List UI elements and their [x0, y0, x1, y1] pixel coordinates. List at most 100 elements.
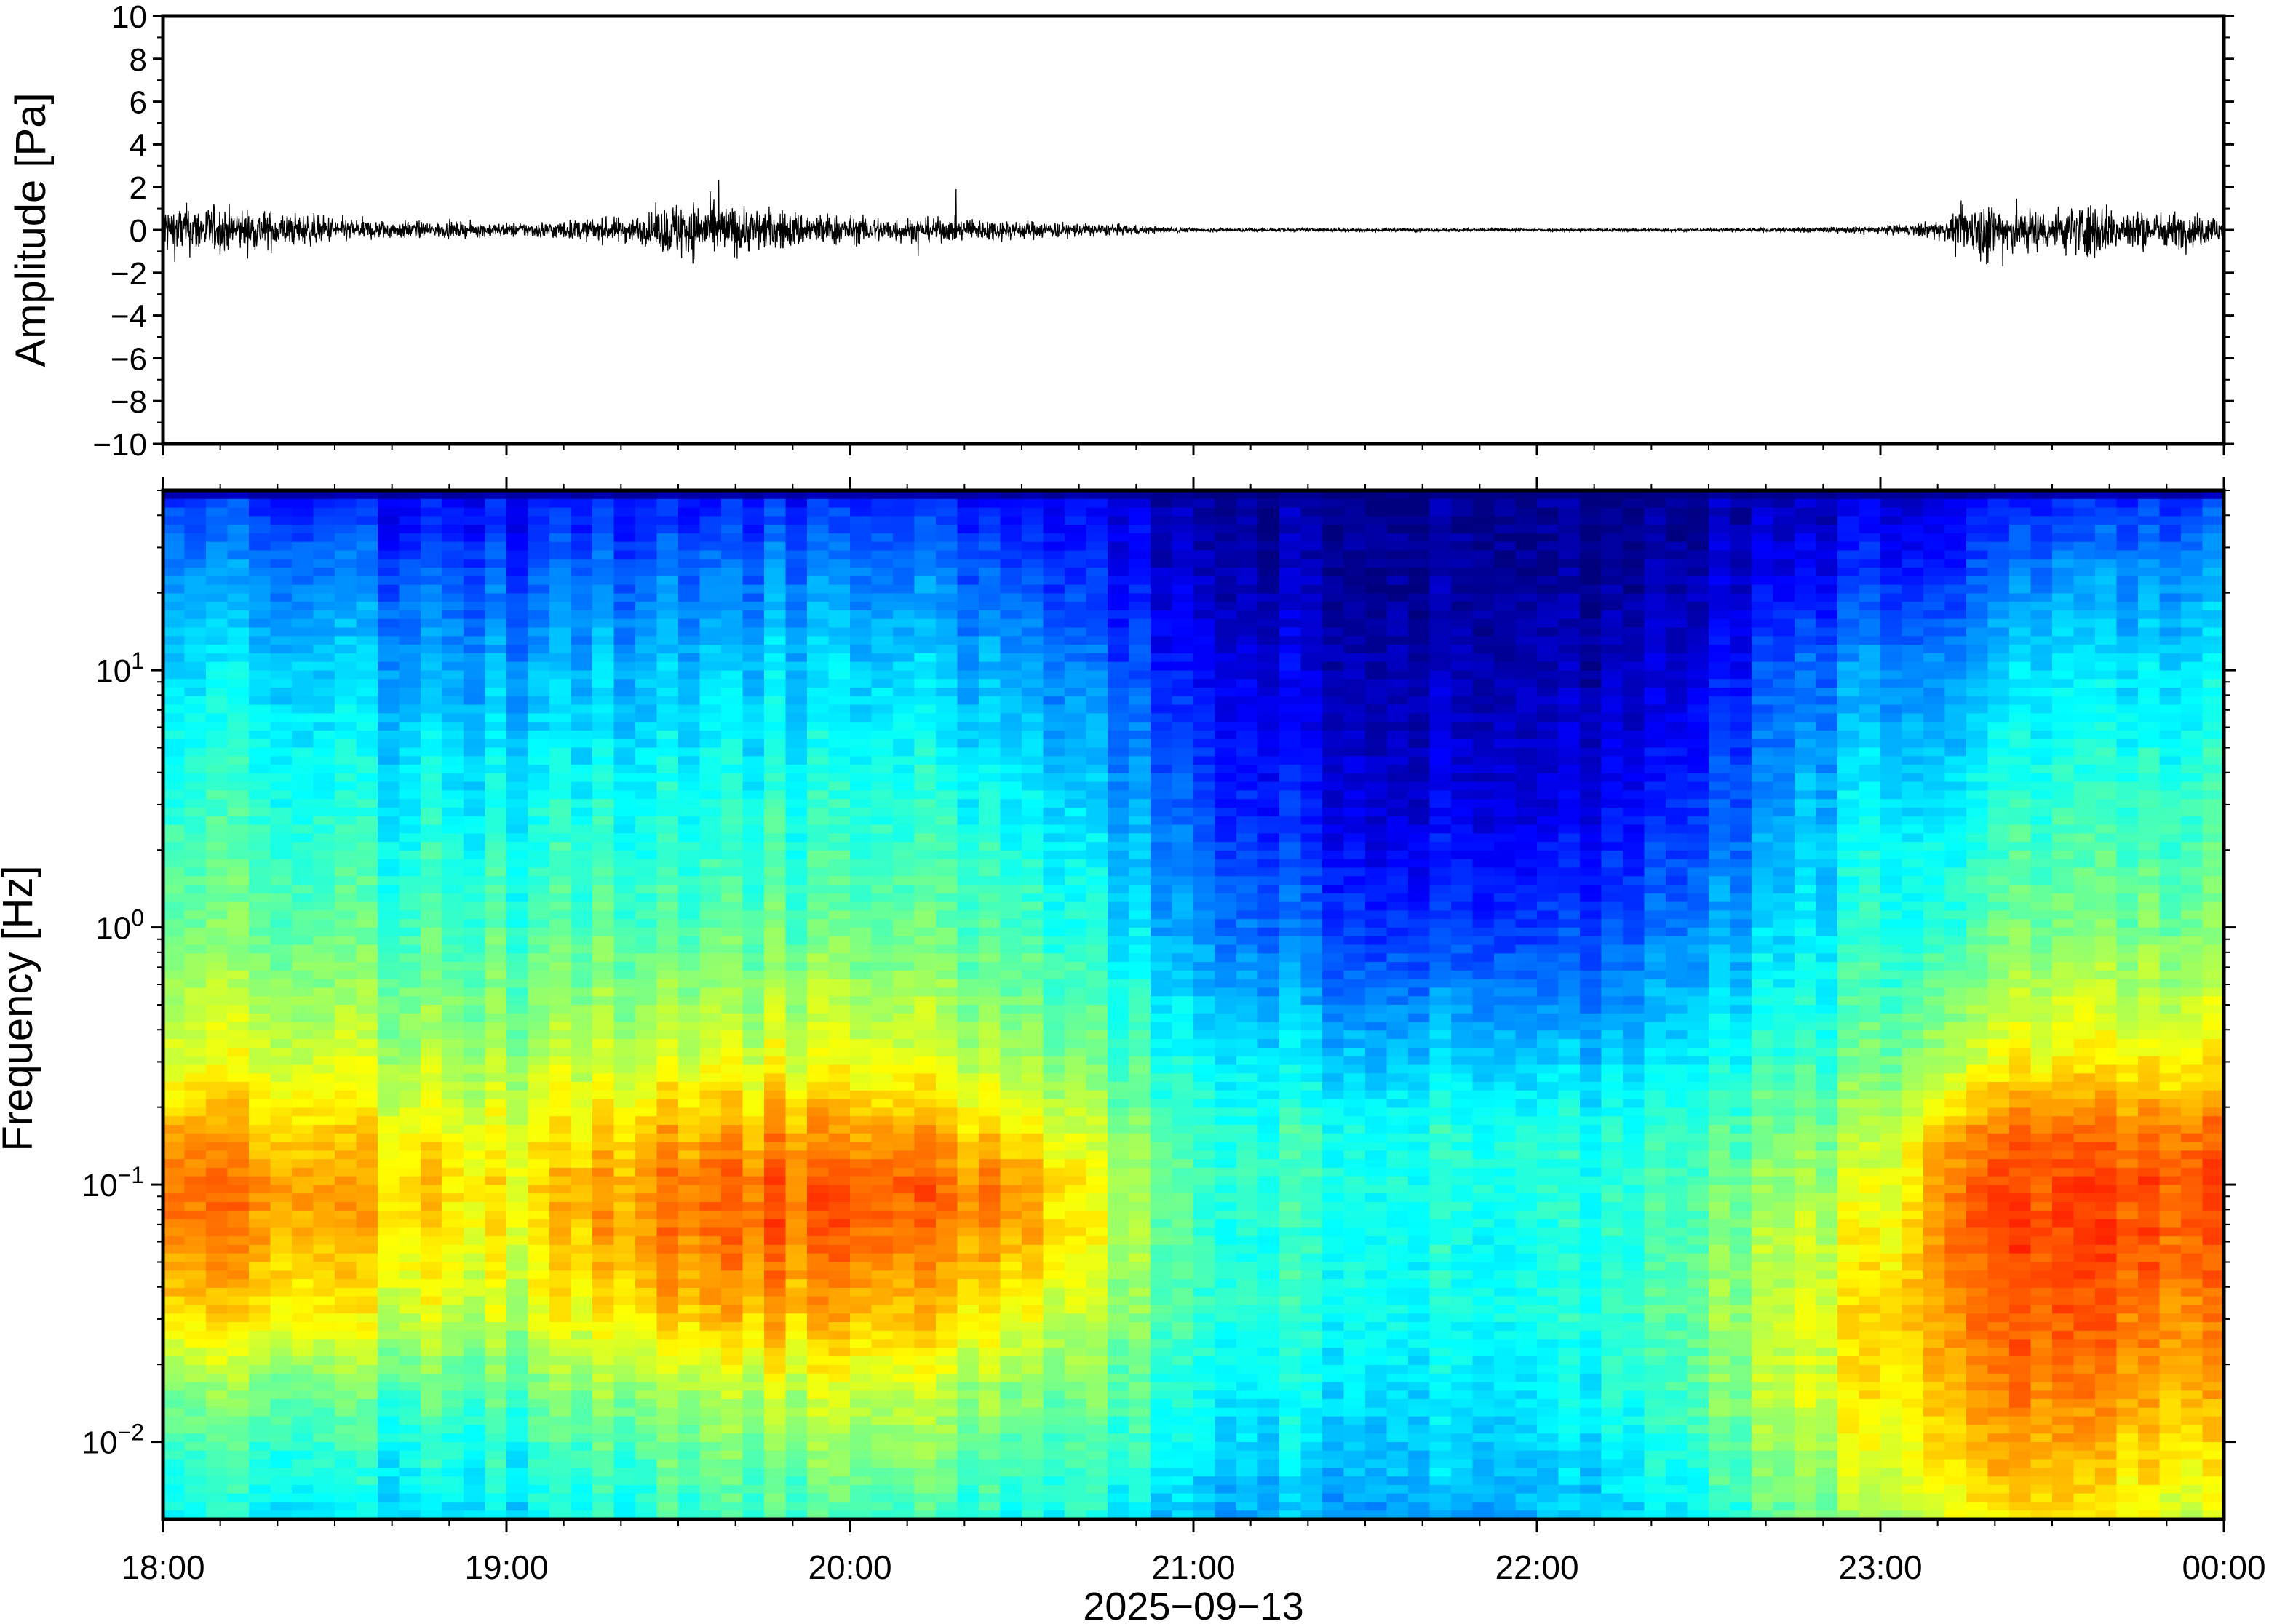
- spectrogram-cell: [313, 568, 335, 577]
- spectrogram-cell: [442, 722, 464, 731]
- spectrogram-cell: [678, 799, 701, 808]
- spectrogram-cell: [871, 602, 894, 611]
- spectrogram-cell: [442, 1193, 464, 1203]
- spectrogram-cell: [807, 1330, 830, 1340]
- spectrogram-cell: [249, 679, 271, 688]
- spectrogram-cell: [699, 653, 722, 663]
- spectrogram-cell: [785, 1313, 808, 1323]
- spectrogram-cell: [592, 1459, 615, 1469]
- spectrogram-cell: [1022, 1313, 1044, 1323]
- spectrogram-cell: [206, 679, 229, 688]
- spectrogram-cell: [936, 1313, 958, 1323]
- spectrogram-cell: [914, 645, 937, 654]
- spectrogram-cell: [399, 1125, 421, 1134]
- spectrogram-cell: [549, 1416, 572, 1426]
- spectrogram-cell: [1022, 808, 1044, 817]
- spectrogram-cell: [227, 824, 250, 835]
- spectrogram-cell: [957, 1022, 979, 1032]
- spectrogram-cell: [1022, 1253, 1044, 1263]
- spectrogram-cell: [914, 490, 937, 500]
- spectrogram-cell: [163, 979, 186, 989]
- spectrogram-cell: [549, 1270, 572, 1280]
- spectrogram-cell: [850, 713, 873, 723]
- spectrogram-cell: [485, 1450, 507, 1460]
- spectrogram-cell: [764, 1064, 787, 1075]
- spectrogram-cell: [249, 1185, 271, 1195]
- spectrogram-cell: [721, 576, 744, 586]
- spectrogram-cell: [270, 970, 293, 980]
- spectrogram-cell: [656, 893, 679, 903]
- spectrogram-cell: [635, 867, 658, 877]
- spectrogram-cell: [227, 568, 250, 577]
- spectrogram-cell: [442, 533, 464, 543]
- spectrogram-cell: [313, 979, 335, 989]
- spectrogram-cell: [227, 1390, 250, 1400]
- spectrogram-cell: [184, 1013, 207, 1023]
- spectrogram-cell: [549, 1356, 572, 1366]
- spectrogram-cell: [421, 713, 443, 723]
- spectrogram-cell: [464, 739, 486, 749]
- spectrogram-cell: [571, 722, 593, 731]
- spectrogram-cell: [378, 739, 400, 749]
- spectrogram-cell: [464, 1039, 486, 1048]
- spectrogram-cell: [721, 1150, 744, 1160]
- spectrogram-cell: [378, 645, 400, 654]
- spectrogram-cell: [656, 1287, 679, 1297]
- spectrogram-cell: [721, 1159, 744, 1169]
- spectrogram-cell: [206, 987, 229, 997]
- spectrogram-cell: [249, 1330, 271, 1340]
- spectrogram-cell: [442, 1356, 464, 1366]
- spectrogram-cell: [292, 661, 314, 672]
- spectrogram-cell: [506, 1005, 529, 1014]
- spectrogram-cell: [442, 808, 464, 817]
- spectrogram-cell: [485, 781, 507, 792]
- spectrogram-cell: [764, 1185, 787, 1195]
- spectrogram-cell: [399, 1107, 421, 1117]
- spectrogram-cell: [163, 1185, 186, 1195]
- spectrogram-cell: [313, 756, 335, 765]
- spectrogram-cell: [421, 1502, 443, 1511]
- spectrogram-cell: [206, 1433, 229, 1443]
- spectrogram-cell: [807, 867, 830, 877]
- spectrogram-cell: [549, 1150, 572, 1160]
- spectrogram-cell: [506, 1167, 529, 1177]
- spectrogram-cell: [871, 1356, 894, 1366]
- spectrogram-cell: [764, 1313, 787, 1323]
- spectrogram-cell: [528, 722, 550, 731]
- spectrogram-cell: [227, 618, 250, 629]
- spectrogram-cell: [464, 824, 486, 835]
- spectrogram-cell: [764, 970, 787, 980]
- spectrogram-cell: [378, 927, 400, 937]
- spectrogram-cell: [613, 627, 636, 637]
- spectrogram-cell: [828, 1493, 851, 1503]
- spectrogram-cell: [528, 1484, 550, 1494]
- spectrogram-cell: [721, 602, 744, 611]
- spectrogram-cell: [356, 722, 378, 731]
- spectrogram-cell: [313, 653, 335, 663]
- spectrogram-cell: [742, 1450, 765, 1460]
- spectrogram-cell: [442, 1185, 464, 1195]
- spectrogram-cell: [979, 1185, 1001, 1195]
- spectrogram-cell: [292, 1107, 314, 1117]
- spectrogram-cell: [807, 1399, 830, 1409]
- spectrogram-cell: [807, 688, 830, 697]
- spectrogram-cell: [335, 1296, 357, 1306]
- spectrogram-cell: [979, 1416, 1001, 1426]
- spectrogram-cell: [742, 1227, 765, 1237]
- spectrogram-cell: [356, 1382, 378, 1392]
- spectrogram-cell: [571, 859, 593, 869]
- spectrogram-cell: [249, 1167, 271, 1177]
- spectrogram-cell: [635, 1468, 658, 1477]
- spectrogram-cell: [678, 490, 701, 500]
- spectrogram-cell: [957, 713, 979, 723]
- spectrogram-cell: [957, 636, 979, 645]
- spectrogram-cell: [613, 1073, 636, 1083]
- spectrogram-cell: [1000, 516, 1022, 525]
- spectrogram-cell: [785, 1099, 808, 1109]
- spectrogram-cell: [635, 1159, 658, 1169]
- spectrogram-cell: [378, 1133, 400, 1143]
- spectrogram-cell: [227, 876, 250, 885]
- spectrogram-cell: [635, 1416, 658, 1426]
- spectrogram-cell: [613, 593, 636, 602]
- spectrogram-cell: [678, 541, 701, 552]
